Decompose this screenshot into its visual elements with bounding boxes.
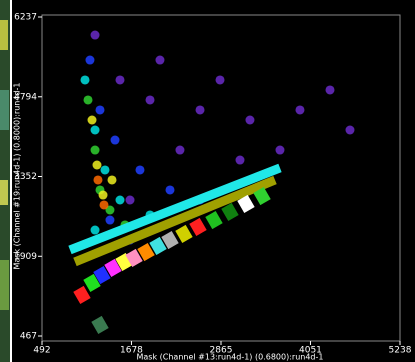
scatter-point: [83, 95, 93, 105]
class-block: [91, 315, 109, 335]
image-strip: [0, 0, 12, 362]
scatter-point: [95, 105, 105, 115]
scatter-point: [107, 175, 117, 185]
scatter-point: [110, 135, 120, 145]
class-block: [115, 252, 133, 272]
scatter-point: [85, 55, 95, 65]
class-block: [221, 202, 239, 222]
class-block: [104, 258, 122, 278]
class-band: [73, 175, 277, 267]
scatter-point: [90, 225, 100, 235]
x-tick-label: 4051: [299, 346, 322, 356]
scatter-point: [98, 190, 108, 200]
class-block: [125, 248, 143, 268]
class-block: [205, 210, 223, 230]
x-tick-label: 492: [33, 346, 50, 356]
scatter-point: [92, 160, 102, 170]
scatter-point: [87, 115, 97, 125]
scatter-point: [115, 75, 125, 85]
scatter-point: [99, 200, 109, 210]
class-block: [93, 265, 111, 285]
scatter-point: [90, 125, 100, 135]
y-tick-label: 4794: [14, 92, 37, 102]
scatter-point: [90, 30, 100, 40]
class-block: [73, 285, 91, 305]
scatter-point: [105, 215, 115, 225]
scatter-point: [115, 195, 125, 205]
class-block: [175, 224, 193, 244]
scatter-point: [155, 55, 165, 65]
y-tick-label: 467: [20, 332, 37, 342]
scatter-point: [245, 115, 255, 125]
scatter-point: [135, 165, 145, 175]
scatter-point: [275, 145, 285, 155]
class-band: [68, 163, 282, 255]
y-tick-label: 3352: [14, 172, 37, 182]
x-tick-label: 2865: [210, 346, 233, 356]
x-tick-label: 5238: [389, 346, 412, 356]
scatter-point: [90, 145, 100, 155]
scatter-point: [175, 145, 185, 155]
scatter-point: [93, 175, 103, 185]
scatter-point: [235, 155, 245, 165]
scatter-point: [295, 105, 305, 115]
y-tick-label: 6237: [14, 13, 37, 23]
scatter-point: [195, 105, 205, 115]
scatter-point: [215, 75, 225, 85]
scatter-point: [105, 205, 115, 215]
x-axis-label: Mask (Channel #13:run4d-1) (0.6800):run4…: [137, 353, 324, 362]
class-block: [253, 186, 271, 206]
class-block: [137, 242, 155, 262]
x-tick-label: 1678: [120, 346, 143, 356]
scatter-point: [325, 85, 335, 95]
class-block: [149, 236, 167, 256]
class-block: [83, 273, 101, 293]
scatter-point: [345, 125, 355, 135]
class-block: [189, 217, 207, 237]
y-tick-label: 1909: [14, 252, 37, 262]
scatter-point: [100, 165, 110, 175]
scatter-point: [125, 195, 135, 205]
scatter-point: [165, 185, 175, 195]
scatter-point: [80, 75, 90, 85]
scatter-point: [145, 95, 155, 105]
y-axis-label: Mask (Channel #19:run4d-1) (0.8000):run4…: [13, 83, 22, 270]
class-block: [237, 194, 255, 214]
class-block: [161, 230, 179, 250]
